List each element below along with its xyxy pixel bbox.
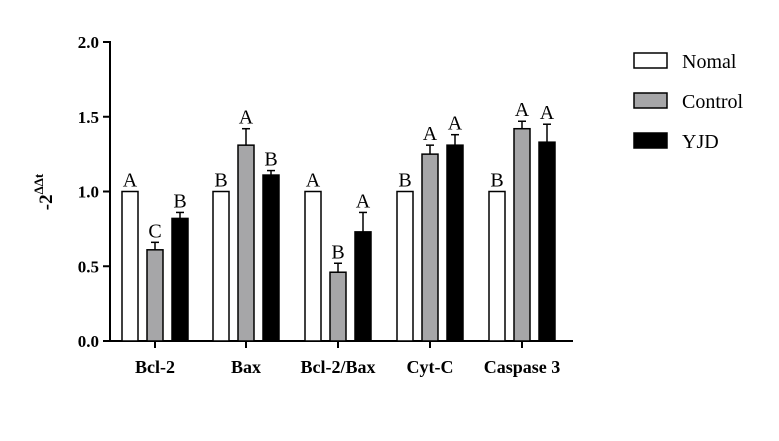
legend-swatch <box>633 92 668 109</box>
bar <box>488 190 506 342</box>
significance-label: A <box>423 123 438 145</box>
y-axis-label-exponent: ΔΔt <box>31 173 46 194</box>
bar <box>212 190 230 342</box>
y-axis-label: -2ΔΔt <box>31 173 57 210</box>
svg-text:-2ΔΔt: -2ΔΔt <box>31 173 57 210</box>
significance-label: A <box>515 99 530 121</box>
bar <box>237 144 255 342</box>
bar <box>121 190 139 342</box>
bar <box>396 190 414 342</box>
y-tick-label: 0.0 <box>78 332 99 351</box>
significance-label: B <box>173 190 186 212</box>
significance-label: A <box>239 107 254 129</box>
bar <box>446 144 464 342</box>
y-axis-label-base: -2 <box>36 194 57 210</box>
bar <box>304 190 322 342</box>
significance-label: A <box>306 170 321 192</box>
bar <box>262 174 280 342</box>
chart-legend: Nomal Control YJD <box>633 51 744 153</box>
bar <box>329 271 347 342</box>
significance-label: B <box>214 170 227 192</box>
bar <box>513 127 531 342</box>
x-category-label: Cyt-C <box>407 357 454 377</box>
x-category-label: Bcl-2/Bax <box>301 357 376 377</box>
y-tick-label: 1.0 <box>78 183 99 202</box>
legend-label: Control <box>682 91 744 113</box>
x-category-label: Bax <box>231 357 261 377</box>
y-tick-label: 2.0 <box>78 33 99 52</box>
significance-label: B <box>331 241 344 263</box>
y-tick-label: 0.5 <box>78 257 99 276</box>
y-tick-label: 1.5 <box>78 108 99 127</box>
bar <box>146 249 164 342</box>
legend-swatch <box>633 52 668 69</box>
significance-label: A <box>540 102 555 124</box>
x-category-label: Bcl-2 <box>135 357 175 377</box>
significance-label: B <box>490 170 503 192</box>
significance-label: A <box>123 170 138 192</box>
x-category-label: Caspase 3 <box>484 357 561 377</box>
significance-label: A <box>448 113 463 135</box>
legend-label: YJD <box>682 131 719 153</box>
chart-axes: 0.0 0.5 1.0 1.5 2.0 Bcl-2 Bax Bcl-2/Bax Cyt-C Cas… <box>78 33 573 377</box>
bar <box>171 217 189 342</box>
legend-swatch <box>633 132 668 149</box>
significance-label: C <box>148 220 161 242</box>
bar <box>538 141 556 342</box>
significance-label: A <box>356 190 371 212</box>
significance-label: B <box>264 149 277 171</box>
legend-label: Nomal <box>682 51 737 73</box>
bar <box>354 231 372 342</box>
significance-label: B <box>398 170 411 192</box>
bar <box>421 153 439 342</box>
